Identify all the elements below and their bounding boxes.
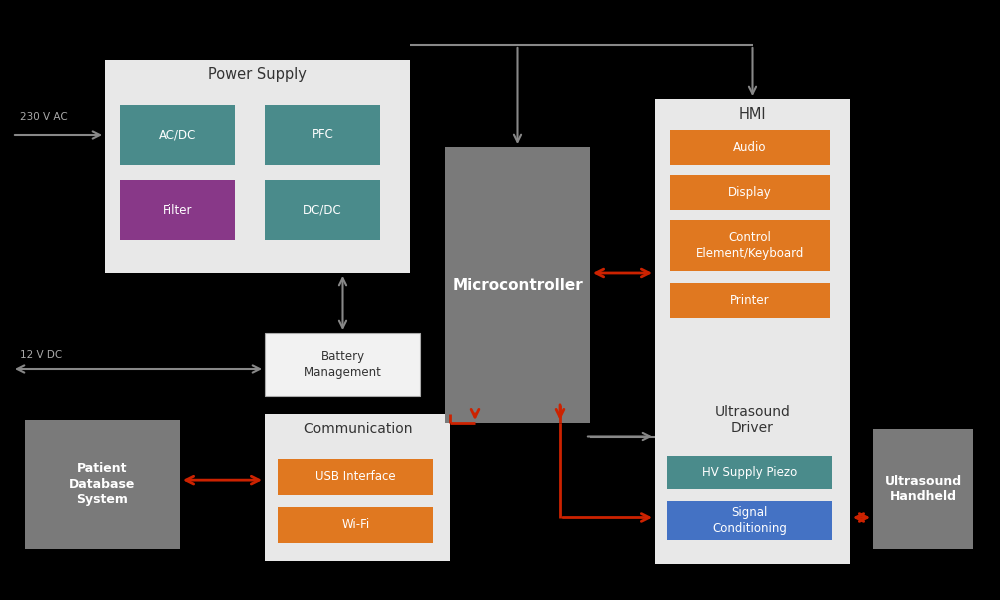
- Text: Control
Element/Keyboard: Control Element/Keyboard: [696, 232, 804, 260]
- Text: Filter: Filter: [163, 203, 192, 217]
- Text: AC/DC: AC/DC: [159, 128, 196, 142]
- Text: USB Interface: USB Interface: [315, 470, 396, 484]
- Bar: [105, 60, 410, 273]
- Bar: [670, 220, 830, 271]
- Text: Power Supply: Power Supply: [208, 67, 307, 82]
- Text: DC/DC: DC/DC: [303, 203, 342, 217]
- Bar: [655, 405, 850, 564]
- Text: Communication: Communication: [303, 422, 412, 436]
- Text: Ultrasound
Handheld: Ultrasound Handheld: [884, 475, 962, 503]
- Bar: [655, 99, 850, 438]
- Text: HMI: HMI: [739, 107, 766, 121]
- Text: PFC: PFC: [312, 128, 333, 142]
- Text: Display: Display: [728, 186, 772, 199]
- Bar: [873, 429, 973, 549]
- Bar: [445, 147, 590, 423]
- Bar: [278, 459, 433, 495]
- Bar: [278, 507, 433, 543]
- Text: Battery
Management: Battery Management: [304, 350, 381, 379]
- Bar: [265, 105, 380, 165]
- Text: HV Supply Piezo: HV Supply Piezo: [702, 466, 797, 479]
- Bar: [25, 420, 180, 549]
- Bar: [670, 130, 830, 165]
- Bar: [120, 105, 235, 165]
- Text: Signal
Conditioning: Signal Conditioning: [712, 506, 787, 535]
- Text: Audio: Audio: [733, 141, 767, 154]
- Text: Ultrasound
Driver: Ultrasound Driver: [715, 404, 790, 436]
- Bar: [667, 501, 832, 540]
- Text: Printer: Printer: [730, 294, 770, 307]
- Text: Microcontroller: Microcontroller: [452, 277, 583, 292]
- Text: Patient
Database
System: Patient Database System: [69, 463, 136, 506]
- Text: 12 V DC: 12 V DC: [20, 350, 62, 360]
- Bar: [670, 175, 830, 210]
- Text: Wi-Fi: Wi-Fi: [341, 518, 370, 532]
- Bar: [670, 283, 830, 318]
- Text: 230 V AC: 230 V AC: [20, 112, 68, 122]
- Bar: [667, 456, 832, 489]
- Bar: [265, 333, 420, 396]
- Bar: [265, 180, 380, 240]
- Bar: [120, 180, 235, 240]
- Bar: [265, 414, 450, 561]
